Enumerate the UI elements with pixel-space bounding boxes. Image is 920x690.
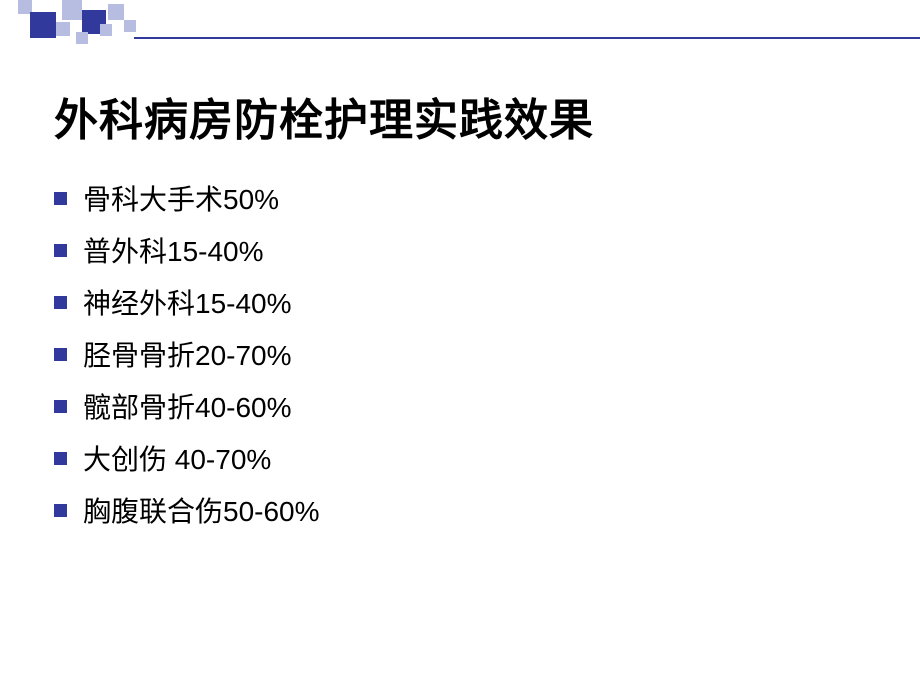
bullet-icon [54, 296, 67, 309]
list-item-text: 骨科大手术50% [83, 178, 279, 218]
bullet-icon [54, 504, 67, 517]
list-item-text: 大创伤 40-70% [83, 438, 271, 478]
list-item: 骨科大手术50% [54, 178, 320, 218]
deco-square [30, 12, 56, 38]
deco-square [124, 20, 136, 32]
deco-square [100, 24, 112, 36]
bullet-icon [54, 400, 67, 413]
deco-square [62, 0, 82, 20]
list-item: 胫骨骨折20-70% [54, 334, 320, 374]
deco-square [76, 32, 88, 44]
header-decoration [0, 0, 920, 48]
list-item: 大创伤 40-70% [54, 438, 320, 478]
bullet-icon [54, 244, 67, 257]
list-item-text: 普外科15-40% [83, 230, 264, 270]
bullet-icon [54, 348, 67, 361]
list-item: 髋部骨折40-60% [54, 386, 320, 426]
bullet-list: 骨科大手术50% 普外科15-40% 神经外科15-40% 胫骨骨折20-70% 髋部骨… [54, 178, 320, 542]
list-item: 神经外科15-40% [54, 282, 320, 322]
list-item: 普外科15-40% [54, 230, 320, 270]
slide-title: 外科病房防栓护理实践效果 [54, 84, 594, 148]
deco-square [56, 22, 70, 36]
deco-square [108, 4, 124, 20]
list-item-text: 胸腹联合伤50-60% [83, 490, 320, 530]
list-item: 胸腹联合伤50-60% [54, 490, 320, 530]
list-item-text: 神经外科15-40% [83, 282, 292, 322]
bullet-icon [54, 192, 67, 205]
list-item-text: 髋部骨折40-60% [83, 386, 292, 426]
list-item-text: 胫骨骨折20-70% [83, 334, 292, 374]
deco-line [134, 37, 920, 39]
bullet-icon [54, 452, 67, 465]
